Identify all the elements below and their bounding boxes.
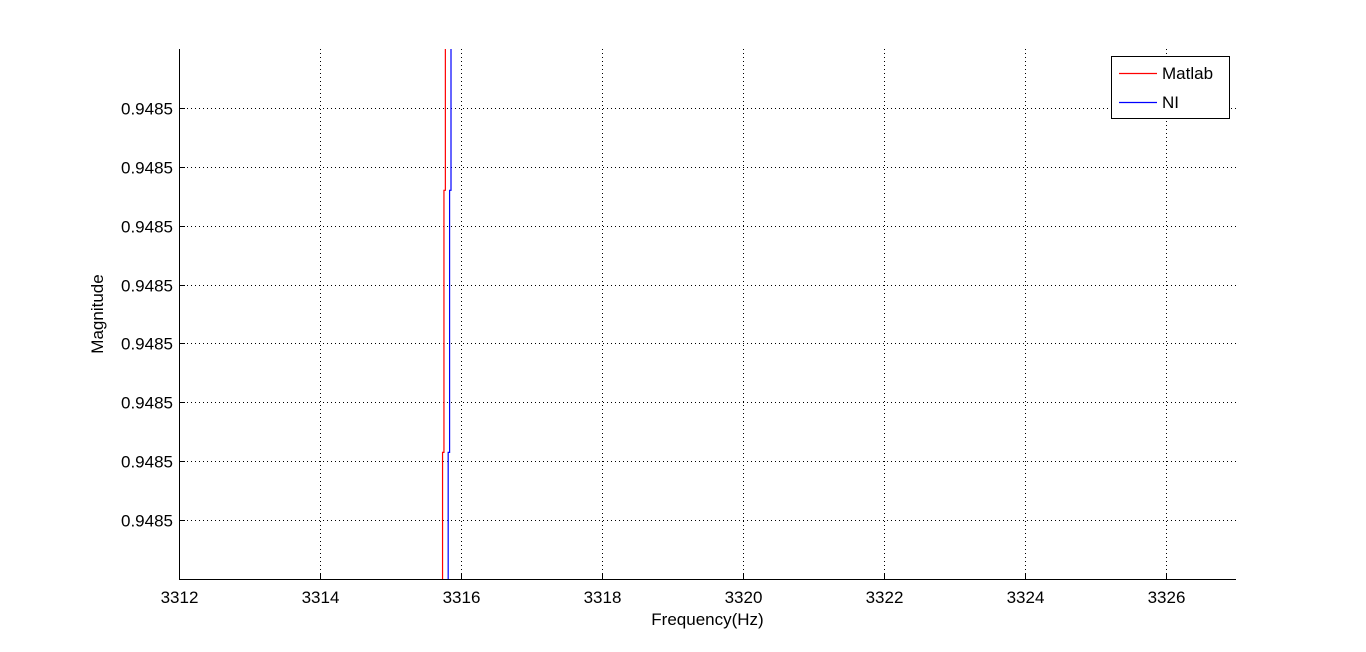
legend: Matlab NI xyxy=(1111,56,1230,119)
y-tick-label: 0.9485 xyxy=(121,453,173,472)
x-tick-label: 3324 xyxy=(1007,588,1045,607)
x-tick-label: 3326 xyxy=(1148,588,1186,607)
series-line-matlab xyxy=(441,49,446,579)
legend-label-matlab: Matlab xyxy=(1162,64,1213,83)
y-tick-label: 0.9485 xyxy=(121,277,173,296)
x-axis-label: Frequency(Hz) xyxy=(651,610,763,629)
y-tick-label: 0.9485 xyxy=(121,100,173,119)
axes xyxy=(179,49,1236,580)
x-tick-label: 3318 xyxy=(584,588,622,607)
y-tick-label: 0.9485 xyxy=(121,394,173,413)
x-tick-label: 3312 xyxy=(161,588,199,607)
legend-label-ni: NI xyxy=(1162,93,1179,112)
x-tick-label: 3316 xyxy=(443,588,481,607)
grid xyxy=(179,49,1236,579)
y-tick-label: 0.9485 xyxy=(121,335,173,354)
y-tick-label: 0.9485 xyxy=(121,218,173,237)
x-tick-label: 3314 xyxy=(302,588,340,607)
y-tick-label: 0.9485 xyxy=(121,159,173,178)
x-tick-label: 3320 xyxy=(725,588,763,607)
tick-labels: 3312 3314 3316 3318 3320 3322 3324 3326 0.9485 0.… xyxy=(121,100,1185,608)
series-layer xyxy=(441,49,452,579)
y-axis-label: Magnitude xyxy=(88,274,107,353)
x-tick-label: 3322 xyxy=(866,588,904,607)
series-line-ni xyxy=(447,49,452,579)
y-tick-label: 0.9485 xyxy=(121,512,173,531)
legend-box xyxy=(1111,56,1230,119)
